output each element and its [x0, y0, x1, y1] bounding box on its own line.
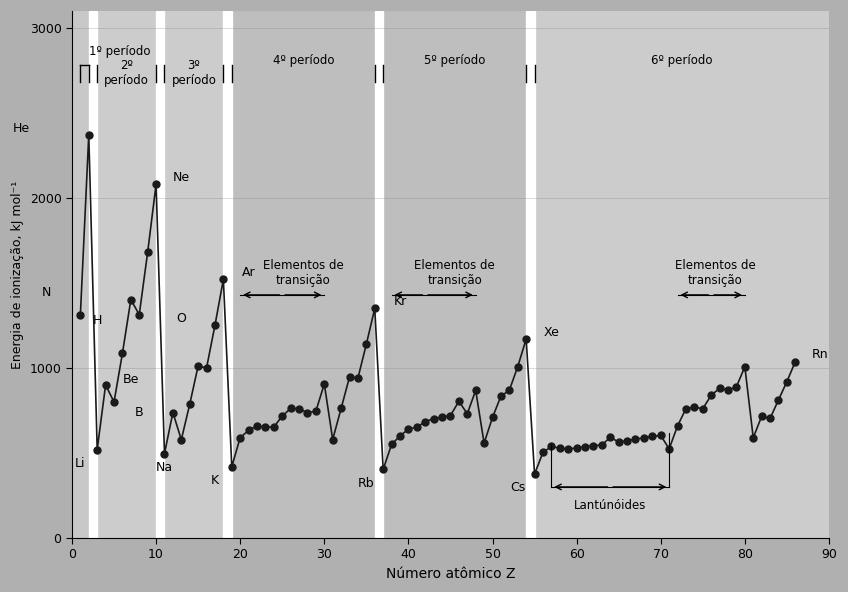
Text: Be: Be — [123, 374, 139, 387]
Bar — [232, 11, 375, 538]
Text: Lantúnóides: Lantúnóides — [574, 499, 646, 512]
Text: 1º período: 1º período — [89, 45, 150, 58]
Text: Li: Li — [75, 456, 86, 469]
Bar — [223, 11, 232, 538]
Bar — [165, 11, 223, 538]
Text: Xe: Xe — [544, 326, 560, 339]
Text: N: N — [42, 287, 52, 300]
Bar — [89, 11, 98, 538]
Text: Ne: Ne — [173, 171, 190, 184]
Text: Elementos de
transição: Elementos de transição — [675, 259, 756, 287]
Text: Elementos de
transição: Elementos de transição — [415, 259, 495, 287]
Text: O: O — [176, 311, 187, 324]
Text: 2º
período: 2º período — [104, 59, 149, 86]
Y-axis label: Energia de ionização, kJ mol⁻¹: Energia de ionização, kJ mol⁻¹ — [11, 181, 24, 369]
Bar — [98, 11, 156, 538]
Bar — [526, 11, 534, 538]
Text: Rb: Rb — [358, 477, 375, 490]
Text: Kr: Kr — [393, 295, 406, 308]
Text: 6º período: 6º período — [651, 54, 712, 66]
Text: 4º período: 4º período — [272, 54, 334, 66]
Text: Na: Na — [156, 461, 173, 474]
Bar — [383, 11, 526, 538]
Bar — [375, 11, 383, 538]
Text: H: H — [92, 314, 102, 327]
Text: He: He — [13, 121, 30, 134]
Text: 5º período: 5º período — [424, 54, 485, 66]
X-axis label: Número atômico Z: Número atômico Z — [386, 567, 516, 581]
Text: Ar: Ar — [242, 266, 255, 279]
Text: Elementos de
transição: Elementos de transição — [263, 259, 343, 287]
Bar — [156, 11, 165, 538]
Text: B: B — [135, 406, 143, 419]
Text: Cs: Cs — [510, 481, 526, 494]
Text: 3º
período: 3º período — [171, 59, 216, 86]
Text: K: K — [211, 474, 219, 487]
Text: Rn: Rn — [812, 349, 828, 361]
Bar — [534, 11, 829, 538]
